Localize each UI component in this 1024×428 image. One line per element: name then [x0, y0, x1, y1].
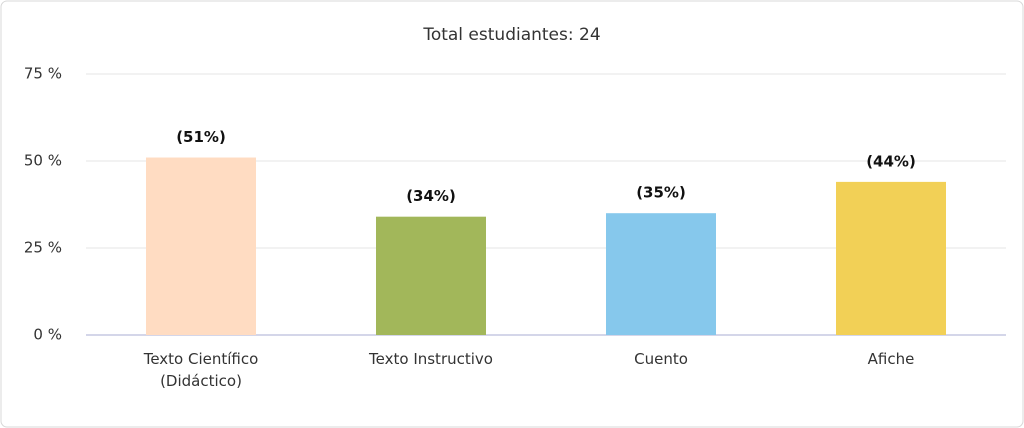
value-label: (44%) [866, 152, 916, 170]
bar [836, 181, 946, 335]
bar [146, 157, 256, 335]
y-tick-label: 0 % [33, 326, 62, 344]
x-tick-label: Texto Instructivo [369, 350, 493, 368]
value-label: (51%) [176, 128, 226, 146]
value-label: (34%) [406, 187, 456, 205]
y-tick-label: 25 % [24, 239, 62, 257]
bar [376, 216, 486, 335]
y-tick-label: 50 % [24, 152, 62, 170]
x-tick-label: Afiche [867, 350, 915, 368]
bar [606, 213, 716, 335]
y-tick-label: 75 % [24, 65, 62, 83]
chart-title: Total estudiantes: 24 [422, 25, 600, 45]
x-tick-label: Cuento [634, 350, 688, 368]
x-tick-label: Texto Científico (Didáctico) [143, 350, 259, 390]
value-label: (35%) [636, 184, 686, 202]
